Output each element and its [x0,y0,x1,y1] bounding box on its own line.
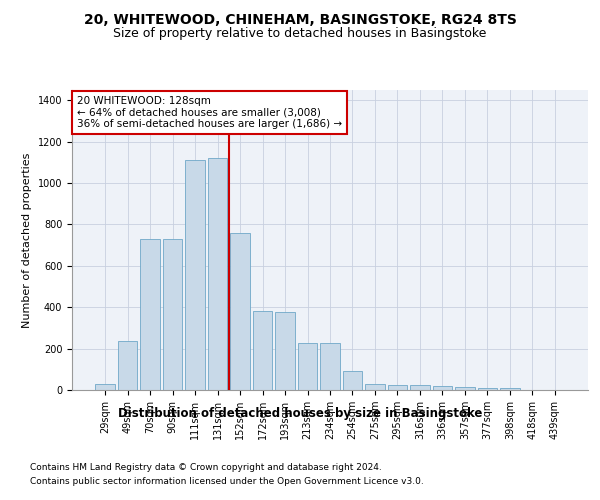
Bar [410,385,430,390]
Bar [230,233,250,390]
Text: Size of property relative to detached houses in Basingstoke: Size of property relative to detached ho… [113,28,487,40]
Text: 20 WHITEWOOD: 128sqm
← 64% of detached houses are smaller (3,008)
36% of semi-de: 20 WHITEWOOD: 128sqm ← 64% of detached h… [77,96,342,129]
Text: Contains public sector information licensed under the Open Government Licence v3: Contains public sector information licen… [30,478,424,486]
Y-axis label: Number of detached properties: Number of detached properties [22,152,32,328]
Bar [298,344,317,390]
Bar [275,312,295,390]
Bar [185,160,205,390]
Text: Contains HM Land Registry data © Crown copyright and database right 2024.: Contains HM Land Registry data © Crown c… [30,462,382,471]
Bar [388,385,407,390]
Bar [478,388,497,390]
Bar [95,384,115,390]
Bar [320,344,340,390]
Text: Distribution of detached houses by size in Basingstoke: Distribution of detached houses by size … [118,408,482,420]
Bar [140,239,160,390]
Bar [500,388,520,390]
Bar [455,387,475,390]
Bar [253,312,272,390]
Bar [208,158,227,390]
Bar [163,239,182,390]
Text: 20, WHITEWOOD, CHINEHAM, BASINGSTOKE, RG24 8TS: 20, WHITEWOOD, CHINEHAM, BASINGSTOKE, RG… [83,12,517,26]
Bar [118,342,137,390]
Bar [433,386,452,390]
Bar [365,384,385,390]
Bar [343,372,362,390]
